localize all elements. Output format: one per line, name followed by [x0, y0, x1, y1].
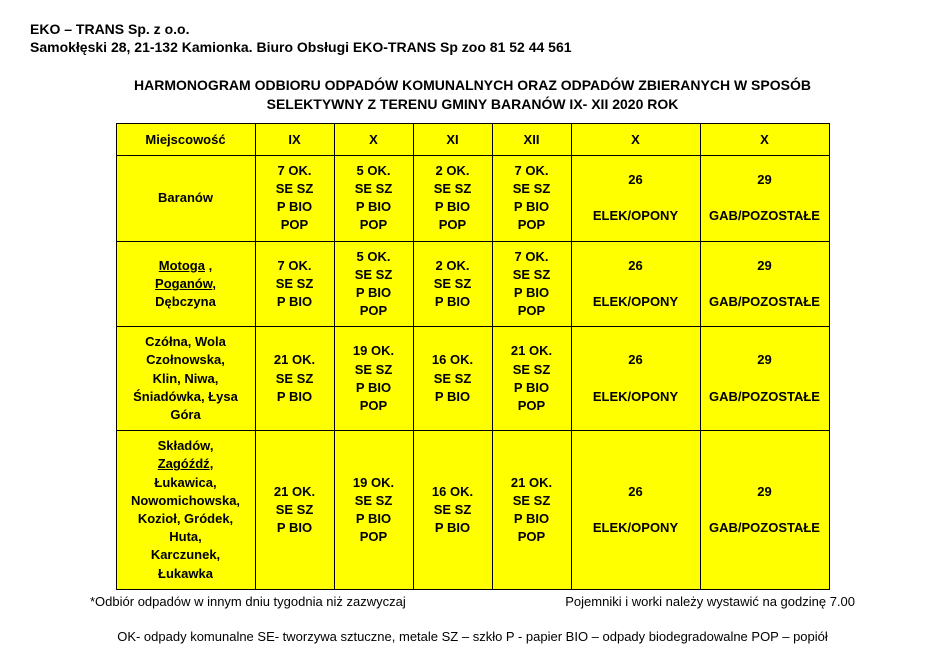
- cell-xi: 16 OK.SE SZP BIO: [413, 327, 492, 431]
- cell-gab: 29 GAB/POZOSTAŁE: [700, 155, 829, 241]
- th-xii: XII: [492, 123, 571, 155]
- cell-elek: 26 ELEK/OPONY: [571, 431, 700, 590]
- cell-location: Składów,Zagóźdź,Łukawica,Nowomichowska,K…: [116, 431, 255, 590]
- cell-ix: 21 OK.SE SZP BIO: [255, 431, 334, 590]
- table-row: Motoga ,Poganów,Dębczyna7 OK.SE SZP BIO5…: [116, 241, 829, 327]
- schedule-table: Miejscowość IX X XI XII X X Baranów7 OK.…: [116, 123, 830, 590]
- th-xi: XI: [413, 123, 492, 155]
- cell-xi: 16 OK.SE SZP BIO: [413, 431, 492, 590]
- table-container: Miejscowość IX X XI XII X X Baranów7 OK.…: [30, 123, 915, 590]
- header-line2: Samokłęski 28, 21-132 Kamionka. Biuro Ob…: [30, 38, 915, 56]
- footer-right: Pojemniki i worki należy wystawić na god…: [565, 594, 855, 609]
- cell-elek: 26 ELEK/OPONY: [571, 155, 700, 241]
- cell-xii: 21 OK.SE SZP BIOPOP: [492, 431, 571, 590]
- legend: OK- odpady komunalne SE- tworzywa sztucz…: [30, 629, 915, 644]
- cell-xii: 7 OK.SE SZP BIOPOP: [492, 241, 571, 327]
- cell-xi: 2 OK.SE SZP BIO: [413, 241, 492, 327]
- cell-gab: 29 GAB/POZOSTAŁE: [700, 327, 829, 431]
- cell-gab: 29 GAB/POZOSTAŁE: [700, 431, 829, 590]
- th-ix: IX: [255, 123, 334, 155]
- table-body: Baranów7 OK.SE SZP BIOPOP5 OK.SE SZP BIO…: [116, 155, 829, 589]
- th-location: Miejscowość: [116, 123, 255, 155]
- th-x1: X: [571, 123, 700, 155]
- cell-ix: 7 OK.SE SZP BIO: [255, 241, 334, 327]
- cell-x: 5 OK.SE SZP BIOPOP: [334, 241, 413, 327]
- cell-ix: 21 OK.SE SZP BIO: [255, 327, 334, 431]
- footer-notes: *Odbiór odpadów w innym dniu tygodnia ni…: [30, 594, 915, 609]
- cell-gab: 29 GAB/POZOSTAŁE: [700, 241, 829, 327]
- th-x: X: [334, 123, 413, 155]
- footer-left: *Odbiór odpadów w innym dniu tygodnia ni…: [90, 594, 406, 609]
- cell-location: Czółna, WolaCzołnowska,Klin, Niwa,Śniadó…: [116, 327, 255, 431]
- table-row: Składów,Zagóźdź,Łukawica,Nowomichowska,K…: [116, 431, 829, 590]
- document-title: HARMONOGRAM ODBIORU ODPADÓW KOMUNALNYCH …: [30, 76, 915, 112]
- table-header-row: Miejscowość IX X XI XII X X: [116, 123, 829, 155]
- title-line1: HARMONOGRAM ODBIORU ODPADÓW KOMUNALNYCH …: [30, 76, 915, 94]
- cell-x: 19 OK.SE SZP BIOPOP: [334, 327, 413, 431]
- cell-location: Motoga ,Poganów,Dębczyna: [116, 241, 255, 327]
- header-line1: EKO – TRANS Sp. z o.o.: [30, 20, 915, 38]
- cell-xii: 7 OK.SE SZP BIOPOP: [492, 155, 571, 241]
- cell-x: 19 OK.SE SZP BIOPOP: [334, 431, 413, 590]
- table-row: Czółna, WolaCzołnowska,Klin, Niwa,Śniadó…: [116, 327, 829, 431]
- cell-xii: 21 OK.SE SZP BIOPOP: [492, 327, 571, 431]
- company-header: EKO – TRANS Sp. z o.o. Samokłęski 28, 21…: [30, 20, 915, 56]
- cell-ix: 7 OK.SE SZP BIOPOP: [255, 155, 334, 241]
- cell-xi: 2 OK.SE SZP BIOPOP: [413, 155, 492, 241]
- cell-elek: 26 ELEK/OPONY: [571, 327, 700, 431]
- table-row: Baranów7 OK.SE SZP BIOPOP5 OK.SE SZP BIO…: [116, 155, 829, 241]
- title-line2: SELEKTYWNY Z TERENU GMINY BARANÓW IX- XI…: [30, 95, 915, 113]
- cell-x: 5 OK.SE SZP BIOPOP: [334, 155, 413, 241]
- th-x2: X: [700, 123, 829, 155]
- cell-elek: 26 ELEK/OPONY: [571, 241, 700, 327]
- cell-location: Baranów: [116, 155, 255, 241]
